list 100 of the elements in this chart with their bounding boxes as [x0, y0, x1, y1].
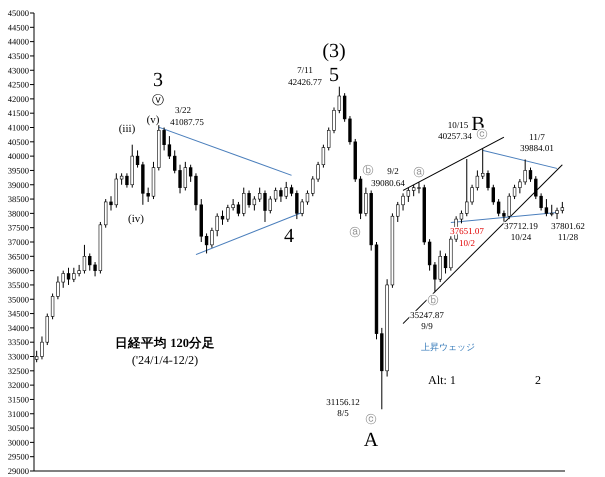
annotation: 37712.19 [504, 221, 538, 231]
y-tick-label: 40500 [8, 136, 29, 147]
y-tick-label: 36000 [8, 266, 29, 276]
y-tick-label: 29500 [8, 452, 29, 462]
annotation: ⓥ [152, 93, 164, 107]
y-tick-label: 35500 [8, 280, 29, 290]
y-tick-label: 43500 [8, 50, 29, 61]
annotation: 9/2 [387, 166, 399, 176]
annotation: 10/2 [458, 238, 476, 248]
candlestick [492, 184, 496, 206]
candlestick [412, 184, 416, 197]
candlestick [311, 176, 314, 197]
candlestick [220, 210, 224, 226]
candlestick [258, 187, 262, 202]
annotation: 11/28 [558, 232, 579, 242]
annotation: 7/11 [297, 65, 313, 75]
annotation: 4 [284, 225, 294, 247]
y-tick-label: 31500 [8, 394, 29, 404]
y-tick-label: 43000 [8, 65, 29, 76]
annotation: A [364, 429, 379, 451]
y-tick-label: 30500 [8, 423, 29, 434]
annotation: 2 [535, 373, 541, 387]
candlestick [263, 190, 267, 222]
text: 日経平均 120分足 [115, 336, 215, 350]
y-tick-label: 45000 [8, 8, 29, 18]
y-tick-label: 32000 [8, 380, 29, 390]
candlestick [438, 250, 442, 283]
annotation: 39080.64 [371, 178, 406, 188]
y-tick-label: 40000 [8, 151, 29, 162]
annotation: ⓐ [414, 166, 424, 179]
annotation: ⓐ [350, 226, 360, 239]
candlestick [215, 212, 219, 237]
y-tick-label: 37500 [8, 222, 29, 233]
annotation: 10/24 [510, 232, 532, 242]
y-tick-label: 31000 [8, 408, 29, 419]
candlestick [508, 192, 511, 220]
candlestick [146, 187, 150, 202]
y-tick-label: 35000 [8, 294, 29, 304]
annotation: ⓑ [362, 164, 374, 177]
y-tick-label: 44500 [8, 22, 29, 32]
annotation: Alt: 1 [428, 373, 456, 387]
annotation: 3 [153, 69, 163, 91]
annotation: ⓒ [366, 413, 376, 426]
annotation: (iv) [128, 213, 144, 225]
candlestick [534, 176, 538, 200]
y-tick-label: 39500 [8, 165, 29, 176]
annotation: 39884.01 [520, 143, 554, 153]
annotation: 40257.34 [438, 131, 472, 141]
y-tick-label: 39000 [8, 180, 29, 190]
candlestick [173, 150, 176, 174]
candlestick [226, 204, 230, 222]
annotation: ⓑ [428, 294, 438, 307]
candlestick [62, 270, 65, 288]
candlestick [104, 198, 108, 228]
candlestick [480, 148, 484, 180]
annotation: 35247.87 [410, 310, 444, 320]
candlestick [486, 170, 490, 191]
y-tick-label: 30000 [8, 437, 29, 448]
y-tick-label: 41500 [8, 108, 29, 118]
y-tick-label: 37000 [8, 237, 29, 247]
annotation: (3) [322, 40, 346, 62]
y-tick-label: 29000 [8, 466, 29, 476]
text: ('24/1/4-12/2) [132, 353, 198, 367]
candlestick [550, 204, 554, 217]
candlestick [109, 196, 113, 212]
candlestick [327, 127, 330, 151]
candlestick [465, 158, 468, 217]
y-tick-label: 34000 [8, 322, 29, 333]
y-tick-label: 38500 [8, 194, 29, 204]
annotation: 9/9 [421, 321, 434, 331]
annotation: 上昇ウェッジ [421, 342, 475, 352]
candlestick [242, 187, 246, 217]
annotation: 8/5 [337, 408, 350, 418]
annotation: 5 [329, 64, 339, 86]
candlestick [528, 167, 532, 182]
candlestick [396, 201, 400, 222]
annotation: 31156.12 [326, 397, 360, 407]
annotation: (v) [146, 114, 160, 126]
candlestick [88, 252, 92, 272]
candlestick [284, 181, 288, 200]
candlestick [523, 158, 527, 186]
y-tick-label: 44000 [8, 36, 29, 47]
y-tick-label: 42500 [8, 80, 29, 90]
annotation: (iii) [118, 123, 136, 135]
y-tick-label: 33000 [8, 352, 29, 362]
y-tick-label: 41000 [8, 122, 29, 132]
annotation: 37801.62 [551, 221, 585, 231]
candlestick [66, 267, 70, 286]
candlestick [72, 267, 76, 283]
y-tick-label: 36500 [8, 251, 29, 262]
y-tick-label: 33500 [8, 337, 29, 348]
annotation: 41087.75 [170, 117, 204, 127]
y-tick-label: 42000 [8, 94, 29, 104]
annotation: 42426.77 [288, 77, 322, 87]
candlestick [338, 86, 342, 114]
candlestick [268, 196, 272, 214]
y-tick-label: 38000 [8, 208, 29, 218]
y-tick-label: 32500 [8, 366, 29, 376]
annotation: 3/22 [174, 105, 192, 115]
y-tick-label: 34500 [8, 308, 29, 319]
